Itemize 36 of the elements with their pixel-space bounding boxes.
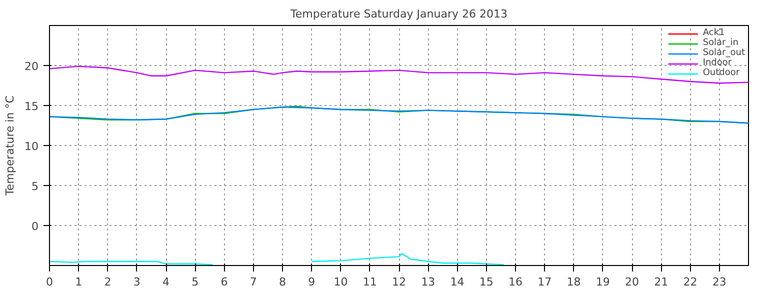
x-tick-label: 22 bbox=[683, 276, 698, 288]
x-tick-label: 21 bbox=[654, 276, 668, 288]
legend-label: Solar_out bbox=[702, 48, 745, 58]
x-tick-label: 0 bbox=[46, 276, 53, 288]
chart-title: Temperature Saturday January 26 2013 bbox=[290, 8, 508, 20]
x-tick-label: 3 bbox=[133, 276, 140, 288]
x-tick-label: 19 bbox=[596, 276, 610, 288]
y-tick-label: 5 bbox=[32, 180, 38, 193]
x-tick-label: 6 bbox=[220, 276, 228, 288]
x-tick-label: 7 bbox=[250, 276, 257, 288]
y-tick-label: 0 bbox=[32, 220, 38, 233]
x-tick-label: 5 bbox=[192, 276, 199, 288]
x-tick-label: 17 bbox=[538, 276, 552, 288]
x-tick-label: 13 bbox=[421, 276, 436, 288]
x-tick-label: 16 bbox=[508, 276, 522, 288]
legend-label: Indoor bbox=[702, 58, 732, 68]
x-tick-label: 20 bbox=[625, 276, 639, 288]
x-tick-label: 12 bbox=[392, 276, 406, 288]
legend-label: Solar_in bbox=[702, 38, 738, 48]
x-tick-label: 11 bbox=[362, 276, 377, 288]
y-tick-label: 10 bbox=[24, 140, 39, 153]
x-tick-label: 15 bbox=[479, 276, 494, 288]
x-tick-label: 2 bbox=[104, 276, 112, 288]
x-tick-label: 18 bbox=[566, 276, 581, 288]
y-tick-label: 15 bbox=[24, 100, 39, 113]
legend-label: Ack1 bbox=[702, 28, 725, 38]
x-tick-label: 1 bbox=[75, 276, 82, 288]
x-tick-label: 14 bbox=[450, 276, 464, 288]
y-tick-label: 20 bbox=[24, 60, 39, 73]
x-tick-label: 10 bbox=[334, 276, 348, 288]
x-tick-label: 8 bbox=[279, 276, 286, 288]
x-tick-label: 4 bbox=[162, 276, 170, 288]
y-axis-title: Temperature in °C bbox=[4, 95, 17, 196]
legend-label: Outdoor bbox=[702, 68, 740, 78]
x-tick-label: 9 bbox=[308, 276, 316, 288]
x-tick-label: 23 bbox=[712, 276, 726, 288]
